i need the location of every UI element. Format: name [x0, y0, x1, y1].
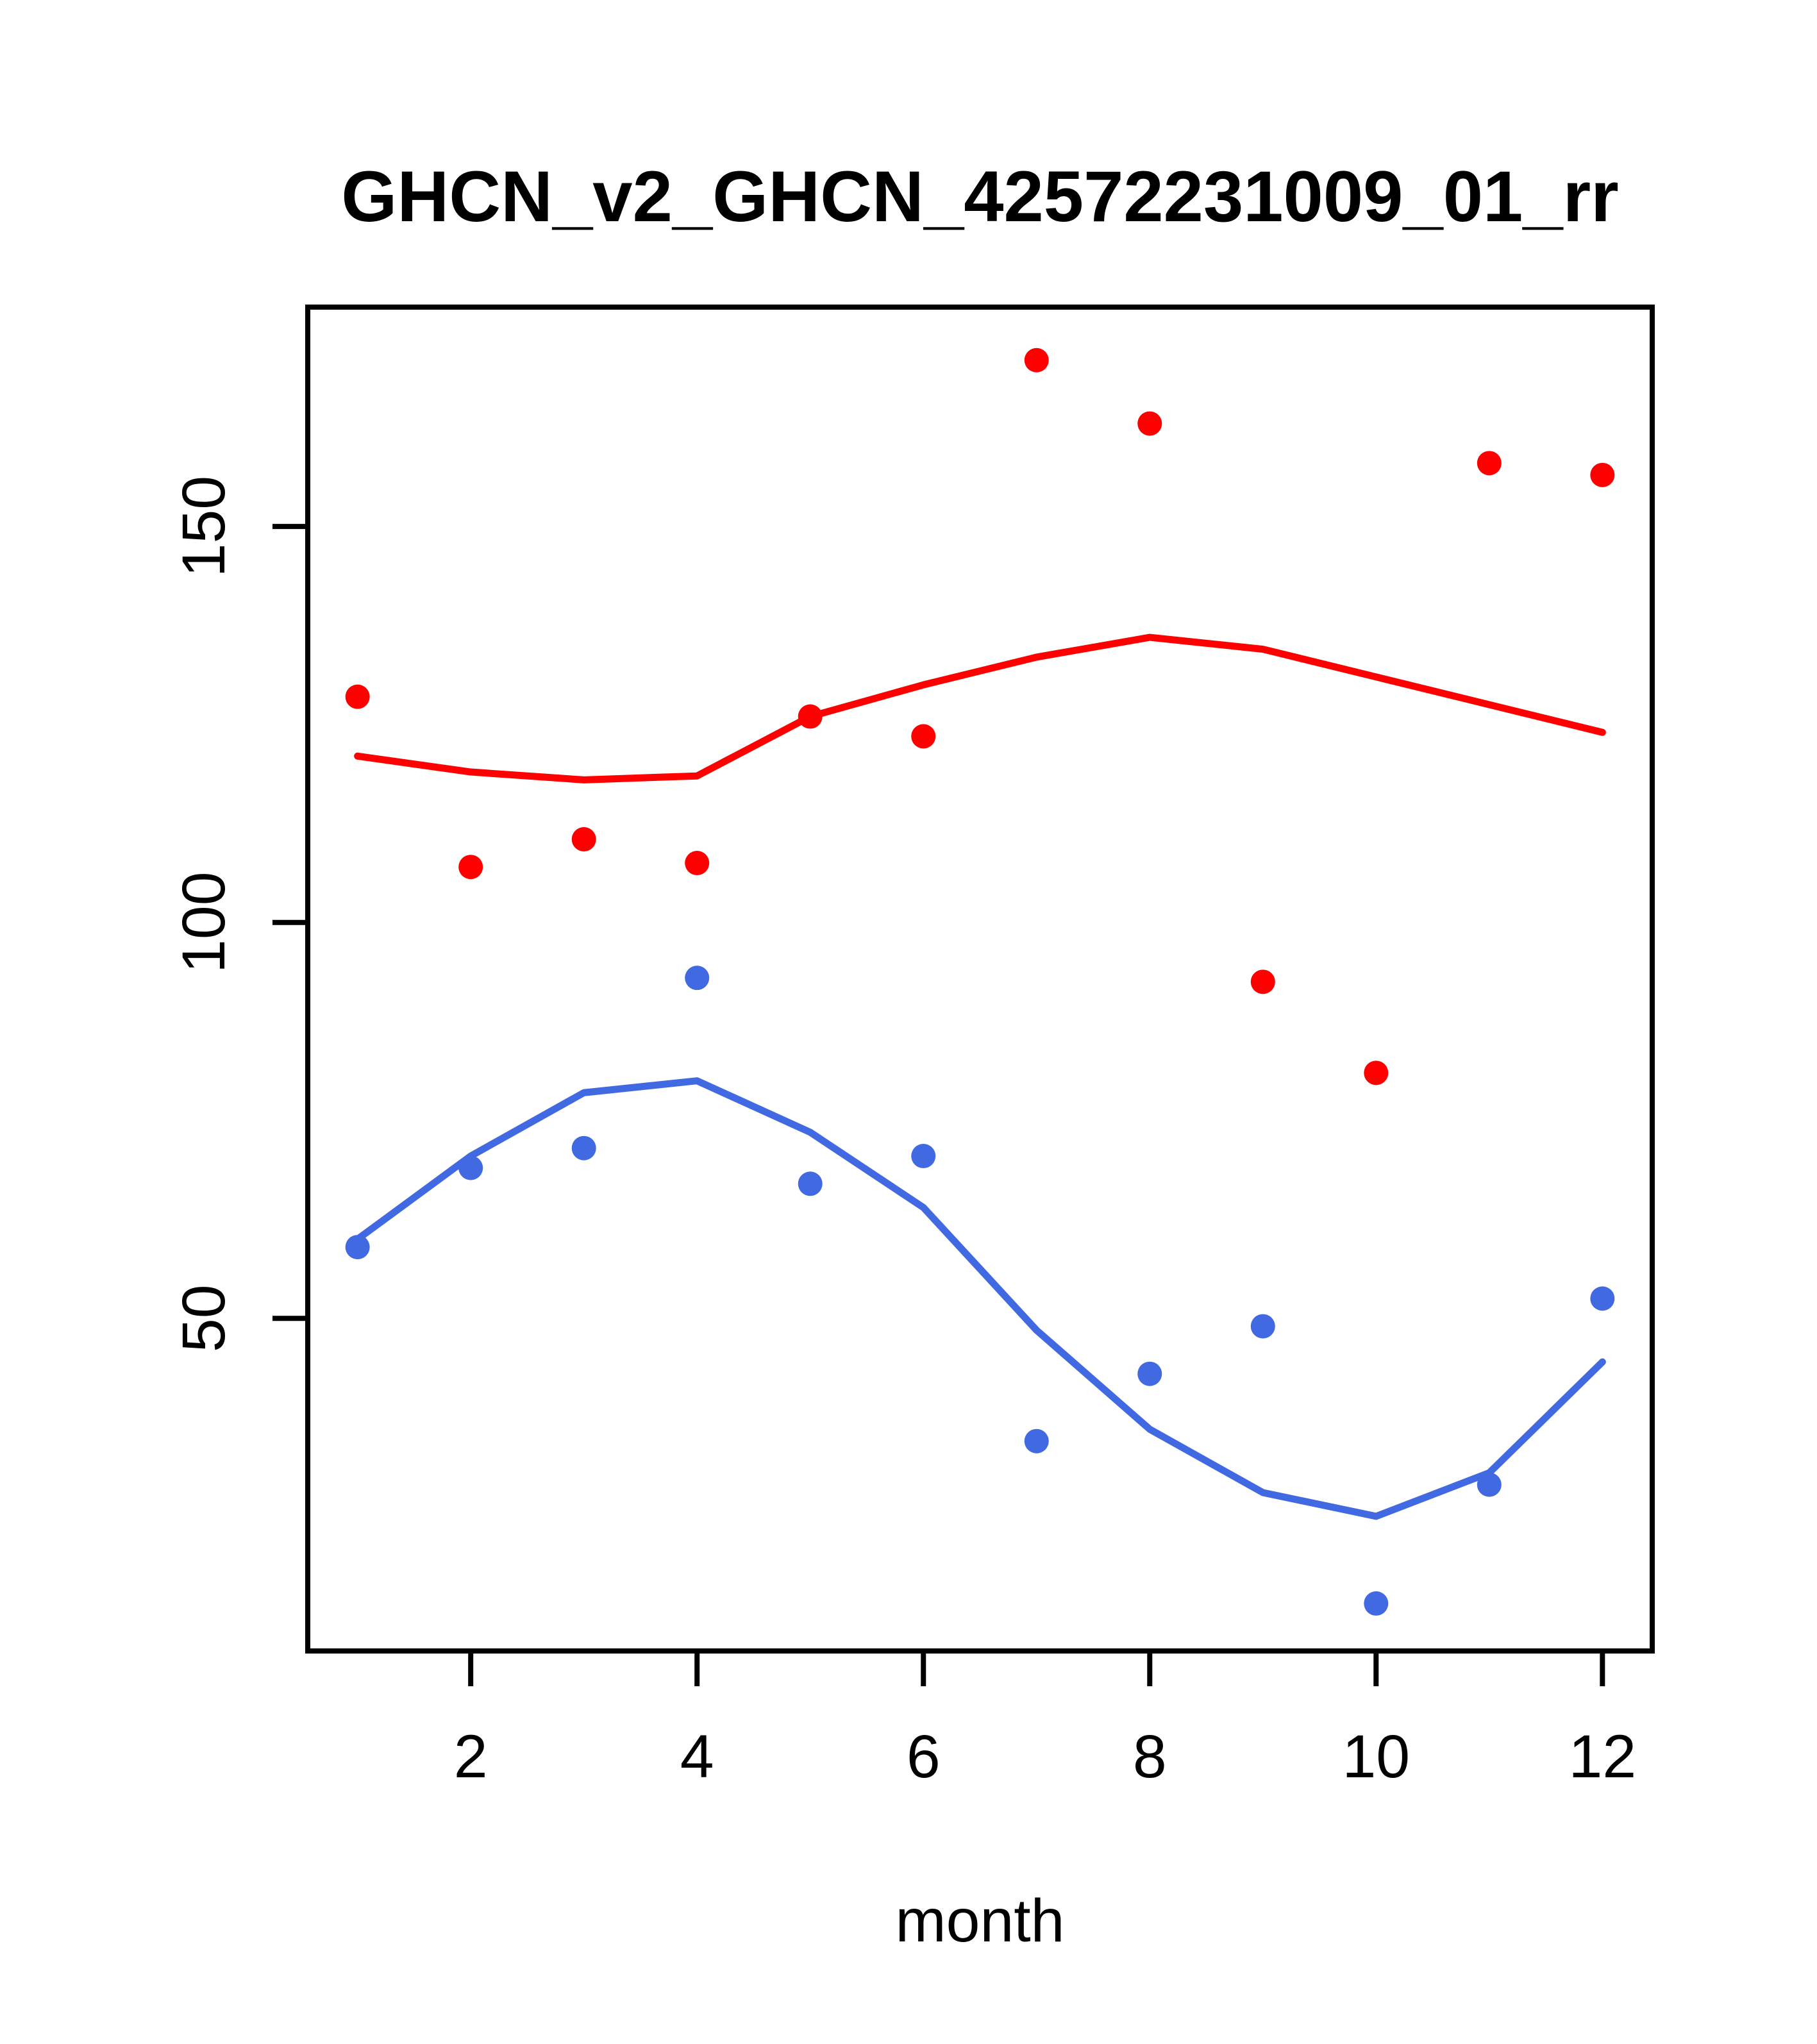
red-observations-marker: [1477, 451, 1502, 476]
plot-box: [305, 305, 1655, 1654]
red-observations-marker: [911, 724, 936, 749]
y-axis-tick-label: 50: [170, 1284, 238, 1352]
blue-observations-marker: [1250, 1314, 1275, 1339]
blue-observations-marker: [1477, 1472, 1502, 1497]
red-observations-marker: [1590, 462, 1615, 487]
blue-observations-marker: [345, 1235, 370, 1260]
red-observations-marker: [571, 827, 596, 852]
x-axis-tick-label: 10: [1342, 1723, 1410, 1791]
blue-smooth-line: [354, 1077, 1606, 1520]
blue-observations-marker: [1590, 1286, 1615, 1311]
chart-title: GHCN_v2_GHCN_42572231009_01_rr: [341, 156, 1619, 237]
blue-observations-marker: [1364, 1591, 1389, 1616]
blue-observations-marker: [458, 1155, 483, 1180]
x-axis-label: month: [895, 1887, 1065, 1955]
y-axis-tick-label: 150: [170, 476, 238, 578]
y-axis-tick-label: 100: [170, 871, 238, 973]
blue-observations-marker: [798, 1171, 823, 1196]
blue-observations-marker: [1024, 1428, 1049, 1453]
blue-observations-marker: [685, 966, 710, 991]
x-axis-tick-label: 12: [1568, 1723, 1636, 1791]
red-observations-marker: [798, 704, 823, 729]
x-axis-tick-label: 2: [454, 1723, 488, 1791]
red-observations-marker: [1024, 348, 1049, 373]
red-observations-marker: [345, 684, 370, 709]
red-smooth-line: [354, 633, 1606, 783]
red-observations-marker: [685, 851, 710, 876]
red-observations-marker: [1137, 411, 1162, 436]
x-axis-tick-label: 6: [907, 1723, 941, 1791]
x-axis-tick-label: 4: [680, 1723, 714, 1791]
blue-observations-marker: [571, 1135, 596, 1160]
red-observations-marker: [1250, 969, 1275, 994]
x-axis-tick-label: 8: [1133, 1723, 1167, 1791]
red-observations-marker: [1364, 1060, 1389, 1085]
blue-observations-marker: [911, 1144, 936, 1169]
red-observations-marker: [458, 855, 483, 880]
blue-observations-marker: [1137, 1361, 1162, 1386]
